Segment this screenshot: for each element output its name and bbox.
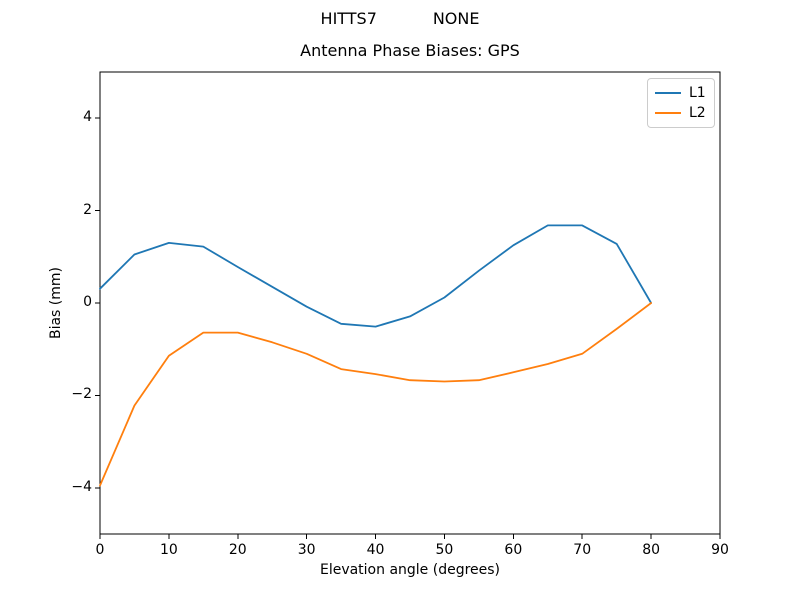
x-tick-label: 20 [228, 542, 247, 558]
x-tick-label: 10 [159, 542, 178, 558]
chart-title: Antenna Phase Biases: GPS [300, 41, 520, 60]
x-tick-label: 50 [435, 542, 454, 558]
y-tick-label: 0 [83, 294, 92, 310]
x-tick-label: 80 [642, 542, 661, 558]
x-tick-label: 0 [95, 542, 105, 558]
y-tick-label: 4 [83, 109, 92, 126]
x-tick-label: 30 [297, 542, 316, 558]
series-line-L2 [99, 302, 652, 487]
y-tick-label: 2 [83, 201, 92, 218]
legend-entry-L1: L1 [655, 83, 706, 103]
legend-label: L2 [689, 105, 706, 121]
y-tick-label: −2 [71, 386, 92, 403]
x-tick-label: 60 [504, 542, 523, 558]
x-tick-label: 70 [573, 542, 592, 558]
legend-label: L1 [689, 85, 706, 101]
x-tick-label: 40 [366, 542, 385, 558]
y-axis-label-text: Bias (mm) [48, 266, 64, 340]
legend-line-swatch [655, 92, 681, 94]
x-axis-label: Elevation angle (degrees) [319, 562, 501, 578]
x-tick-label: 90 [711, 542, 729, 558]
y-tick-label: −4 [71, 478, 92, 495]
legend-line-swatch [655, 112, 681, 114]
legend: L1 L2 [647, 78, 715, 128]
legend-entry-L2: L2 [655, 103, 706, 123]
figure-suptitle: HITTS7 NONE [320, 9, 480, 28]
axes-frame [99, 71, 721, 535]
series-line-L1 [99, 224, 652, 328]
